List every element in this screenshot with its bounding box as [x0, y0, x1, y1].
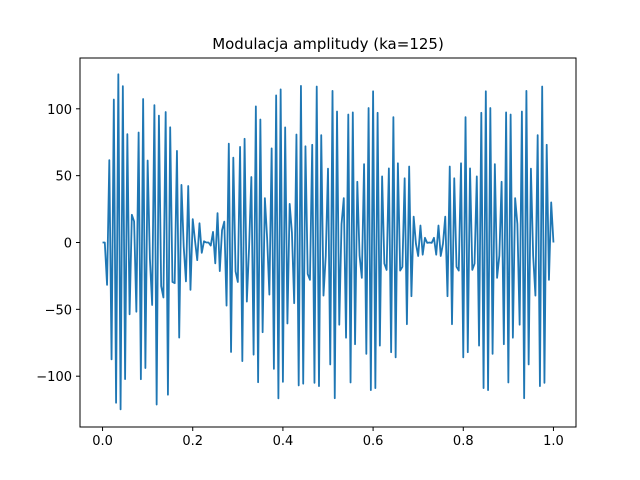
series-line: [102, 73, 555, 411]
x-tick-label: 0.4: [273, 434, 294, 449]
chart-title: Modulacja amplitudy (ka=125): [212, 35, 444, 53]
y-tick-label: 100: [47, 103, 72, 118]
x-tick-label: 0.0: [92, 434, 113, 449]
plot-area: [102, 73, 555, 411]
x-tick-label: 0.8: [453, 434, 474, 449]
x-tick-label: 1.0: [543, 434, 564, 449]
y-tick-label: −100: [36, 370, 72, 385]
y-tick-label: −50: [45, 303, 72, 318]
x-tick-label: 0.2: [182, 434, 203, 449]
y-tick-label: 50: [55, 170, 72, 185]
x-axis-ticks: 0.0 0.2 0.4 0.6 0.8 1.0: [92, 427, 564, 449]
axes-frame: [79, 57, 577, 428]
x-tick-label: 0.6: [363, 434, 384, 449]
y-tick-label: 0: [64, 237, 72, 252]
y-axis-ticks: −100 −50 0 50 100: [36, 103, 80, 385]
